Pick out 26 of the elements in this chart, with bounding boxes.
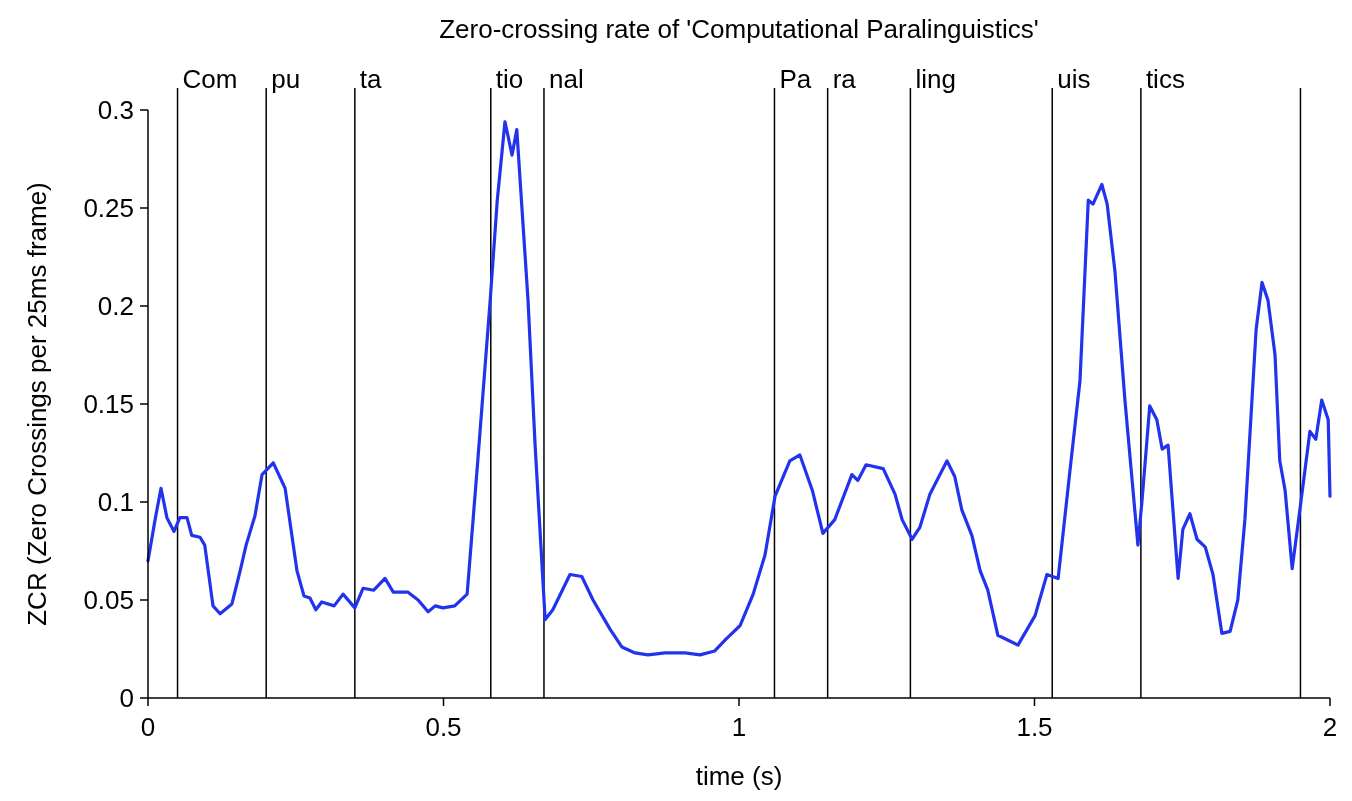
y-tick-label: 0.1: [97, 487, 134, 518]
ref-line-label: uis: [1057, 64, 1091, 94]
x-axis-title: time (s): [695, 761, 783, 791]
ref-line-label: Pa: [779, 64, 812, 94]
x-tick-label: 2: [1322, 712, 1338, 742]
y-tick-label: 0.2: [97, 291, 134, 322]
y-tick-label: 0.05: [83, 585, 134, 616]
x-tick-label: 1: [731, 712, 747, 742]
ref-line-label: nal: [548, 64, 584, 94]
ref-line-label: tio: [495, 64, 524, 94]
y-axis-title: ZCR (Zero Crossings per 25ms frame): [22, 182, 52, 626]
y-tick-label: 0.3: [97, 95, 134, 126]
ref-line-label: ra: [832, 64, 857, 94]
ref-line-label: ta: [359, 64, 383, 94]
y-tick-label: 0: [119, 683, 134, 714]
ref-line-label: tics: [1145, 64, 1185, 94]
ref-line-label: pu: [271, 64, 301, 94]
y-tick-label: 0.25: [83, 193, 134, 224]
x-tick-label: 0: [140, 712, 156, 742]
line-series: [146, 120, 1332, 657]
y-tick-label: 0.15: [83, 389, 134, 420]
x-tick-label: 1.5: [1016, 712, 1053, 742]
ref-line-label: ling: [915, 64, 956, 94]
x-tick-label: 0.5: [425, 712, 462, 742]
ref-line-label: Com: [182, 64, 238, 94]
chart-title: Zero-crossing rate of 'Computational Paralinguistics': [439, 14, 1039, 44]
